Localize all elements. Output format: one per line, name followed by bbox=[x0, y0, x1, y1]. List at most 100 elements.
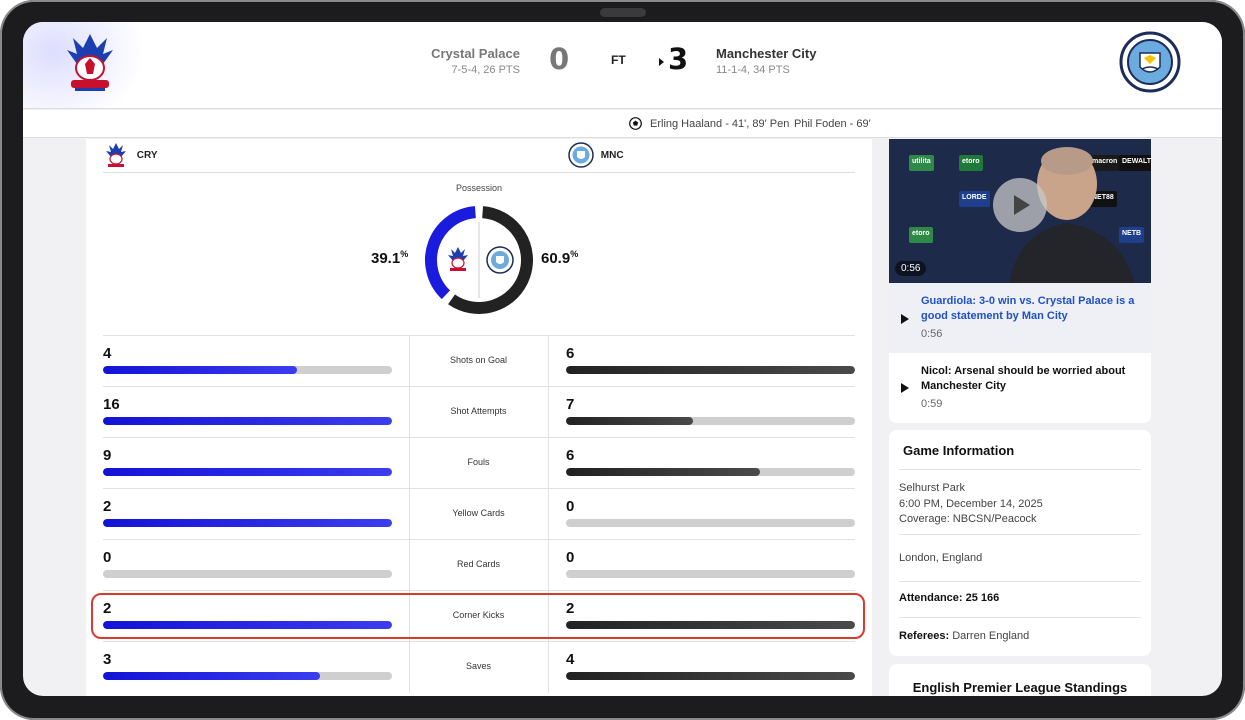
speaker-figure bbox=[1009, 147, 1135, 283]
home-stat-bar bbox=[103, 366, 392, 374]
crystal-palace-small-crest-icon bbox=[106, 143, 126, 167]
home-team-name[interactable]: Crystal Palace bbox=[431, 46, 520, 61]
home-possession: 39.1% bbox=[371, 249, 408, 267]
column-divider bbox=[409, 336, 410, 387]
away-team-record: 11-1-4, 34 PTS bbox=[716, 64, 790, 76]
column-divider bbox=[409, 489, 410, 540]
home-possession-value: 39.1 bbox=[371, 250, 401, 267]
home-stat-bar bbox=[103, 621, 392, 629]
home-stat-value: 16 bbox=[103, 396, 120, 413]
column-divider bbox=[548, 642, 549, 693]
sponsor-logo: macron bbox=[1089, 155, 1121, 171]
donut-home-crest-icon bbox=[448, 247, 468, 271]
referees: Referees: Darren England bbox=[899, 630, 1029, 642]
home-stat-bar bbox=[103, 672, 392, 680]
away-stat-value: 0 bbox=[566, 498, 575, 515]
stat-label: Shot Attempts bbox=[450, 406, 507, 416]
video-title[interactable]: Nicol: Arsenal should be worried about M… bbox=[921, 365, 1126, 392]
video-item[interactable]: Guardiola: 3-0 win vs. Crystal Palace is… bbox=[889, 283, 1151, 353]
home-stat-bar bbox=[103, 468, 392, 476]
crystal-palace-crest-icon[interactable] bbox=[63, 30, 117, 101]
away-stat-bar-fill bbox=[566, 672, 855, 680]
manchester-city-crest-icon[interactable] bbox=[1119, 31, 1181, 98]
header-divider bbox=[103, 172, 855, 173]
video-thumbnail[interactable]: utilita etoro macron DEWALT LORDE NET88 etoro N… bbox=[889, 139, 1151, 283]
video-card: utilita etoro macron DEWALT LORDE NET88 etoro N… bbox=[889, 139, 1151, 423]
away-abbr: MNC bbox=[600, 149, 624, 161]
attendance: Attendance: 25 166 bbox=[899, 592, 999, 604]
away-stat-bar-fill bbox=[566, 417, 693, 425]
stat-row: 9 Fouls 6 bbox=[103, 437, 855, 489]
away-possession-value: 60.9 bbox=[541, 250, 571, 267]
sponsor-logo: NETB bbox=[1119, 227, 1145, 243]
stat-row: 2 Corner Kicks 2 bbox=[103, 590, 855, 642]
game-info-title: Game Information bbox=[903, 443, 1015, 458]
column-divider bbox=[409, 642, 410, 693]
play-icon bbox=[901, 383, 909, 393]
video-title[interactable]: Guardiola: 3-0 win vs. Crystal Palace is… bbox=[921, 295, 1135, 322]
away-possession-arc bbox=[448, 206, 533, 314]
home-stat-bar-fill bbox=[103, 366, 297, 374]
video-duration: 0:56 bbox=[921, 328, 943, 340]
play-button[interactable] bbox=[993, 178, 1047, 232]
match-datetime: 6:00 PM, December 14, 2025 bbox=[899, 498, 1043, 510]
column-divider bbox=[548, 336, 549, 387]
scorer-haaland: Erling Haaland - 41', 89' Pen bbox=[650, 118, 790, 130]
possession-donut-chart bbox=[425, 206, 533, 314]
home-possession-arc bbox=[425, 206, 477, 300]
soccer-ball-icon bbox=[629, 117, 642, 133]
away-score: 3 bbox=[668, 42, 689, 76]
away-stat-value: 0 bbox=[566, 549, 575, 566]
away-stat-bar bbox=[566, 519, 855, 527]
referees-value: Darren England bbox=[952, 630, 1030, 642]
away-stat-value: 7 bbox=[566, 396, 575, 413]
column-divider bbox=[409, 387, 410, 438]
location: London, England bbox=[899, 552, 983, 564]
column-divider bbox=[548, 489, 549, 540]
home-stats-header: CRY bbox=[104, 142, 158, 168]
home-stat-bar bbox=[103, 417, 392, 425]
sponsor-logo: etoro bbox=[909, 227, 933, 243]
home-stat-bar bbox=[103, 519, 392, 527]
sponsor-logo: LORDE bbox=[959, 191, 990, 207]
play-icon bbox=[901, 314, 909, 324]
stat-row: 0 Red Cards 0 bbox=[103, 539, 855, 591]
manchester-city-small-crest-icon bbox=[568, 142, 594, 168]
stat-label: Corner Kicks bbox=[452, 610, 505, 620]
sponsor-logo: DEWALT bbox=[1119, 155, 1151, 171]
stat-label: Fouls bbox=[467, 457, 490, 467]
column-divider bbox=[409, 540, 410, 591]
away-stat-bar bbox=[566, 672, 855, 680]
away-stats-header: MNC bbox=[568, 142, 624, 168]
goal-scorers-bar: Erling Haaland - 41', 89' Pen Phil Foden… bbox=[23, 110, 1222, 138]
sponsor-logo: etoro bbox=[959, 155, 983, 171]
stat-label: Yellow Cards bbox=[452, 508, 505, 518]
stat-row: 2 Yellow Cards 0 bbox=[103, 488, 855, 540]
screen: Crystal Palace 7-5-4, 26 PTS 0 FT 3 Manc… bbox=[23, 22, 1222, 696]
away-stat-bar-fill bbox=[566, 621, 855, 629]
sponsor-logo: utilita bbox=[909, 155, 934, 171]
home-stat-bar-fill bbox=[103, 468, 392, 476]
away-stat-bar-fill bbox=[566, 366, 855, 374]
tv-coverage: Coverage: NBCSN/Peacock bbox=[899, 513, 1037, 525]
video-duration: 0:59 bbox=[921, 398, 943, 410]
away-stat-bar bbox=[566, 570, 855, 578]
divider bbox=[899, 469, 1141, 470]
video-item[interactable]: Nicol: Arsenal should be worried about M… bbox=[889, 353, 1151, 423]
away-stat-bar bbox=[566, 366, 855, 374]
away-stat-bar bbox=[566, 417, 855, 425]
scorer-foden: Phil Foden - 69' bbox=[794, 118, 871, 130]
standings-title[interactable]: English Premier League Standings bbox=[912, 680, 1128, 695]
away-team-name[interactable]: Manchester City bbox=[716, 46, 817, 61]
home-score: 0 bbox=[549, 42, 570, 76]
possession-label: Possession bbox=[455, 183, 503, 193]
home-stat-bar bbox=[103, 570, 392, 578]
away-stat-value: 6 bbox=[566, 345, 575, 362]
sponsor-logo: NET88 bbox=[1089, 191, 1117, 207]
percent-unit: % bbox=[400, 249, 409, 259]
home-stat-bar-fill bbox=[103, 519, 392, 527]
column-divider bbox=[409, 438, 410, 489]
thumbnail-duration: 0:56 bbox=[895, 261, 927, 276]
away-possession: 60.9% bbox=[541, 249, 578, 267]
home-stat-value: 4 bbox=[103, 345, 112, 362]
